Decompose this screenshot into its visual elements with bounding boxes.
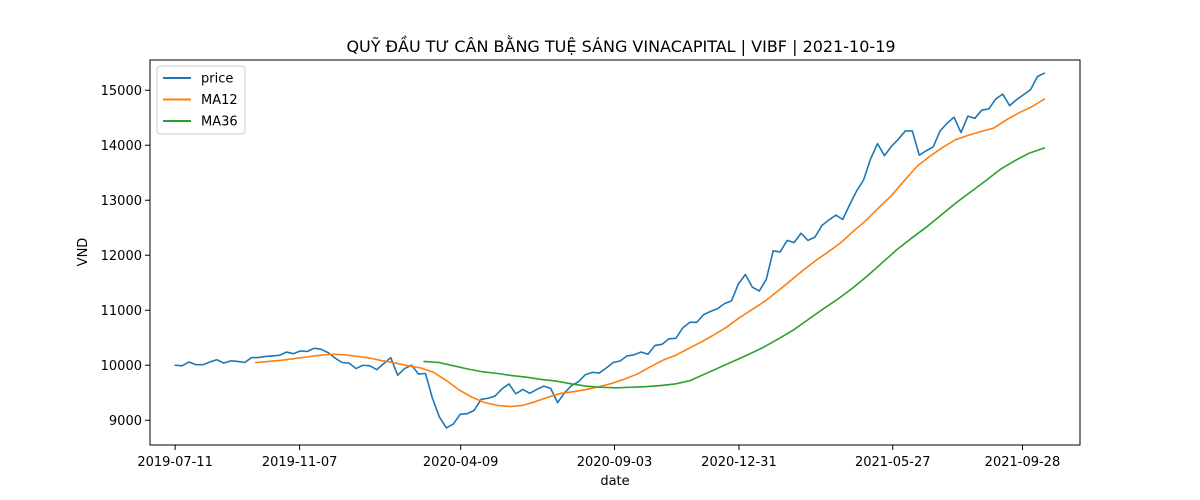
x-axis-ticks: 2019-07-11 2019-11-07 2020-04-09 2020-09-03… [137, 445, 1060, 470]
x-tick-label: 2021-09-28 [985, 455, 1061, 470]
y-tick-label: 12000 [101, 249, 142, 264]
x-axis-label: date [600, 474, 629, 489]
y-tick-label: 10000 [101, 359, 142, 374]
y-tick-label: 15000 [101, 84, 142, 99]
plot-frame [149, 59, 1081, 446]
chart-title: QUỸ ĐẦU TƯ CÂN BẰNG TUỆ SÁNG VINACAPITAL… [346, 35, 895, 56]
x-tick-label: 2021-05-27 [855, 455, 931, 470]
legend-box [156, 65, 246, 135]
y-tick-label: 13000 [101, 194, 142, 209]
y-axis-ticks: 9000 10000 11000 12000 13000 14000 15000 [101, 84, 150, 429]
legend-label-ma12: MA12 [201, 93, 238, 108]
series-line-ma12 [254, 98, 1046, 408]
x-tick-label: 2020-04-09 [423, 455, 499, 470]
x-tick-label: 2019-11-07 [262, 455, 338, 470]
legend: price MA12 MA36 [156, 65, 246, 135]
x-tick-label: 2020-12-31 [701, 455, 777, 470]
legend-label-ma36: MA36 [201, 115, 238, 130]
y-tick-label: 9000 [109, 414, 142, 429]
x-tick-label: 2020-09-03 [577, 455, 653, 470]
series-line-price [174, 72, 1046, 429]
legend-label-price: price [201, 72, 233, 87]
series-layer [174, 72, 1046, 429]
x-tick-label: 2019-07-11 [137, 455, 213, 470]
y-tick-label: 11000 [101, 304, 142, 319]
series-line-ma36 [423, 147, 1046, 389]
y-axis-label: VND [76, 238, 91, 267]
y-tick-label: 14000 [101, 139, 142, 154]
